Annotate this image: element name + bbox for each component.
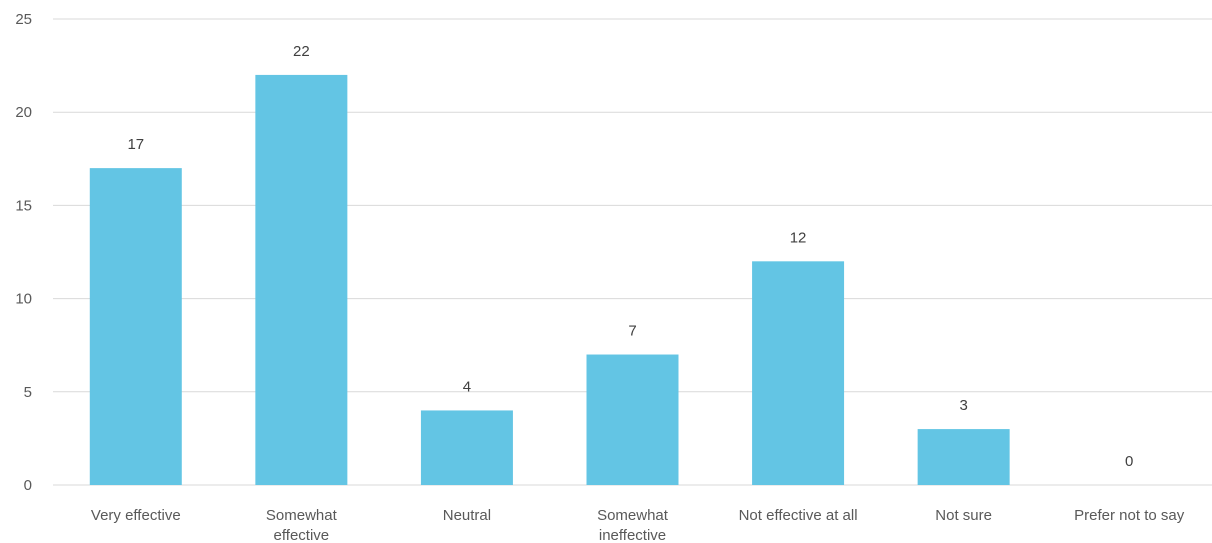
data-label: 0 (1125, 453, 1133, 470)
x-tick-label: Very effective (91, 507, 181, 524)
y-tick-label: 5 (24, 384, 32, 401)
x-tick-label: Somewhat ineffective (597, 507, 669, 543)
data-label: 7 (628, 323, 636, 340)
bars (89, 74, 1010, 486)
y-tick-label: 0 (24, 477, 32, 494)
data-label: 3 (959, 397, 967, 414)
data-label: 22 (293, 43, 310, 60)
y-tick-label: 25 (15, 11, 32, 28)
bar (89, 168, 182, 485)
x-tick-label: Somewhat effective (266, 507, 338, 543)
bar (255, 74, 348, 486)
x-axis-ticks: Very effective Somewhat effective Neutral So… (91, 507, 1185, 543)
x-tick-label: Prefer not to say (1074, 507, 1185, 524)
bar (917, 429, 1010, 485)
data-labels: 17 22 4 7 12 3 0 (127, 43, 1133, 470)
x-tick-label: Not sure (935, 507, 992, 524)
data-label: 12 (790, 229, 807, 246)
y-tick-label: 10 (15, 291, 32, 308)
bar (586, 354, 679, 485)
gridlines (53, 18, 1212, 486)
x-tick-label: Neutral (443, 507, 491, 524)
y-axis-ticks: 0 5 10 15 20 25 (15, 11, 32, 494)
bar (420, 410, 513, 485)
y-tick-label: 20 (15, 104, 32, 121)
data-label: 17 (127, 136, 144, 153)
y-tick-label: 15 (15, 197, 32, 214)
data-label: 4 (463, 378, 471, 395)
bar (752, 261, 845, 485)
x-tick-label: Not effective at all (739, 507, 858, 524)
